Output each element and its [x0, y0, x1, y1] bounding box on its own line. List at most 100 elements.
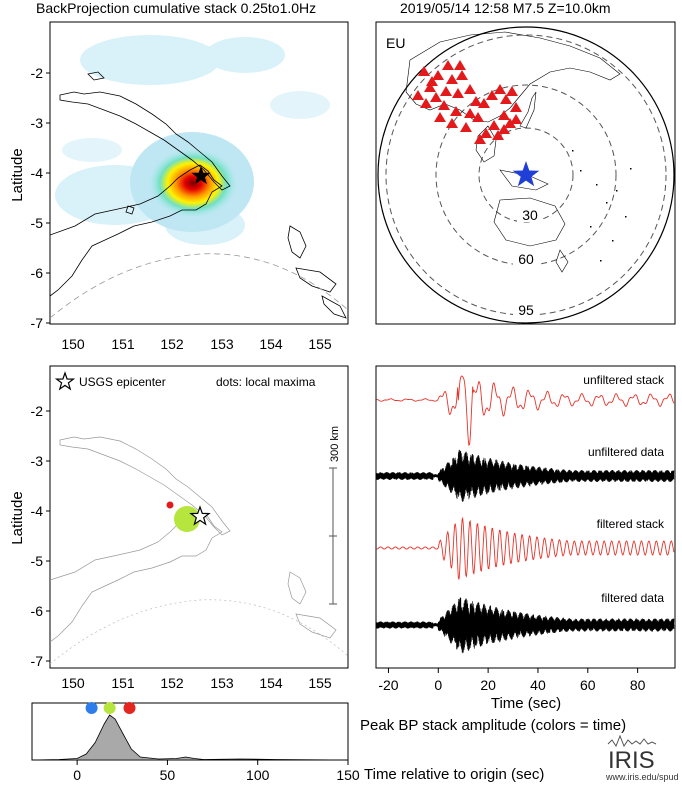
station-triangle	[472, 112, 484, 122]
peak-amplitude-histogram: 0 50 100 150 Peak BP stack amplitude (color…	[31, 702, 626, 783]
station-triangle	[424, 82, 436, 92]
map-top-yticks: -2 -3 -4 -5 -6 -7	[31, 65, 44, 331]
series-label-unfiltered-data: unfiltered data	[588, 445, 664, 459]
ytick: -2	[31, 403, 44, 419]
xtick: 80	[630, 677, 646, 693]
histogram-area	[31, 714, 349, 761]
station-triangle	[492, 130, 504, 140]
legend-star-icon	[54, 371, 76, 391]
xtick: 155	[308, 675, 332, 691]
ytick: -4	[31, 165, 44, 181]
station-triangle	[426, 76, 438, 86]
xtick: 150	[336, 767, 360, 783]
station-globe: EU 30 60 95	[375, 21, 676, 325]
logo-text: IRIS	[608, 747, 655, 774]
peak-dot	[123, 702, 136, 714]
station-triangle	[474, 134, 486, 144]
xtick: 154	[259, 336, 283, 352]
station-triangle	[412, 90, 424, 100]
station-triangle	[452, 88, 464, 98]
ring-95	[385, 34, 667, 316]
trace-unfiltered-data	[376, 451, 675, 500]
histogram-xlabel: Time relative to origin (sec)	[364, 766, 544, 783]
ytick: -3	[31, 453, 44, 469]
station-triangle	[446, 118, 458, 128]
series-label-filtered-stack: filtered stack	[597, 517, 665, 531]
station-triangle	[500, 94, 512, 104]
station-triangle	[510, 114, 522, 124]
station-triangle	[506, 86, 518, 96]
station-triangle	[456, 70, 468, 80]
globe-epicenter-star-icon	[512, 161, 540, 187]
xtick: 152	[160, 336, 184, 352]
local-maximum-red	[166, 501, 174, 509]
xtick: 0	[434, 677, 442, 693]
seismogram-panel: unfiltered stack unfiltered data filtere…	[375, 365, 676, 712]
xtick: 40	[530, 677, 546, 693]
map-top-xticks: 150 151 152 153 154 155	[61, 336, 332, 352]
station-triangle	[418, 66, 430, 76]
station-triangle	[478, 98, 490, 108]
station-triangle	[454, 60, 466, 70]
series-label-filtered-data: filtered data	[601, 591, 664, 605]
ytick: -6	[31, 265, 44, 281]
ytick: -7	[31, 653, 44, 669]
station-triangle	[504, 118, 516, 128]
station-triangle	[438, 100, 450, 110]
peak-dot	[103, 702, 116, 714]
station-triangle	[446, 74, 458, 84]
ytick: -7	[31, 315, 44, 331]
histogram-title: Peak BP stack amplitude (colors = time)	[360, 717, 626, 734]
epicenter-star-outline-icon	[189, 505, 211, 526]
station-triangle	[442, 60, 454, 70]
trace-filtered-stack	[376, 516, 675, 580]
ytick: -5	[31, 553, 44, 569]
ytick: -2	[31, 65, 44, 81]
xtick: 60	[580, 677, 596, 693]
xtick: 152	[160, 675, 184, 691]
logo-url: www.iris.edu/spud	[605, 772, 679, 782]
xtick: 154	[259, 675, 283, 691]
trace-unfiltered-stack	[376, 375, 675, 447]
map-top-ylabel: Latitude	[9, 148, 26, 201]
station-triangle	[480, 128, 492, 138]
peak-dot	[85, 702, 98, 714]
xtick: 155	[308, 336, 332, 352]
station-triangle	[440, 86, 452, 96]
station-triangle	[432, 70, 444, 80]
scale-label: 300 km	[329, 426, 341, 462]
iris-logo: IRIS www.iris.edu/spud	[605, 734, 679, 782]
station-triangle	[498, 110, 510, 120]
xtick: 153	[210, 336, 234, 352]
traces-xlabel: Time (sec)	[491, 695, 561, 712]
ytick: -5	[31, 215, 44, 231]
xtick: 153	[210, 675, 234, 691]
station-triangle	[486, 90, 498, 100]
series-label-unfiltered-stack: unfiltered stack	[583, 373, 665, 387]
xtick: 151	[111, 675, 135, 691]
ytick: -4	[31, 503, 44, 519]
globe-label: EU	[386, 35, 405, 51]
legend-dots: dots: local maxima	[216, 375, 316, 389]
station-triangle	[420, 98, 432, 108]
local-maxima-map: 300 km USGS epicenter dots: local maxima…	[9, 365, 349, 691]
ring-label-60: 60	[518, 251, 534, 267]
ring-label-95: 95	[518, 302, 534, 318]
right-title: 2019/05/14 12:58 M7.5 Z=10.0km	[400, 0, 611, 16]
stations	[412, 60, 522, 144]
station-triangle	[470, 96, 482, 106]
trace-filtered-data	[376, 599, 675, 650]
station-triangle	[464, 108, 476, 118]
station-triangle	[464, 84, 476, 94]
ytick: -6	[31, 603, 44, 619]
xtick: 151	[111, 336, 135, 352]
xtick: 100	[246, 767, 270, 783]
left-title: BackProjection cumulative stack 0.25to1.…	[36, 0, 316, 16]
ring-label-30: 30	[522, 207, 538, 223]
station-triangle	[510, 102, 522, 112]
epicenter-star-icon	[191, 166, 211, 185]
station-triangle	[494, 84, 506, 94]
station-triangle	[460, 122, 472, 132]
station-triangle	[488, 120, 500, 130]
